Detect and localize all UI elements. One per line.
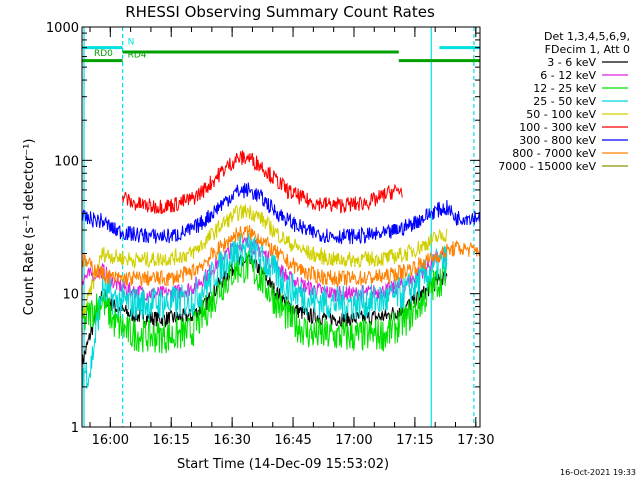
legend-entry-50-100-kev: 50 - 100 keV [526, 108, 596, 121]
y-tick-label: 10 [62, 288, 79, 303]
legend-entry-7000-15000-kev: 7000 - 15000 keV [498, 160, 596, 173]
axes-box [81, 26, 481, 428]
plot-frame [81, 26, 481, 428]
legend-entry-3-6-kev: 3 - 6 keV [547, 56, 596, 69]
series-line-50-100-kev [81, 204, 448, 321]
legend-entry-300-800-kev: 300 - 800 keV [519, 134, 596, 147]
legend-header: FDecim 1, Att 0 [545, 43, 630, 56]
legend-entry-6-12-kev: 6 - 12 keV [540, 69, 596, 82]
legend: Det 1,3,4,5,6,9,FDecim 1, Att 03 - 6 keV… [498, 30, 630, 173]
series-line-25-50-kev [81, 232, 448, 389]
chart-title: RHESSI Observing Summary Count Rates [125, 3, 435, 21]
x-axis-label: Start Time (14-Dec-09 15:53:02) [177, 457, 389, 472]
series-line-800-7000-kev [81, 224, 481, 288]
x-tick-label: 16:15 [152, 433, 189, 448]
x-tick-label: 16:00 [92, 433, 129, 448]
y-tick-label: 1 [71, 421, 79, 436]
footer-timestamp: 16-Oct-2021 19:33 [560, 468, 636, 477]
x-tick-label: 16:30 [213, 433, 250, 448]
state-bars: N RD0 RD4 [82, 38, 480, 63]
plot-area [82, 27, 480, 427]
y-tick-label: 100 [54, 154, 79, 169]
state-label-rd0: RD0 [94, 49, 113, 59]
y-axis-label: Count Rate (s⁻¹ detector⁻¹) [22, 139, 37, 316]
legend-entry-100-300-kev: 100 - 300 keV [519, 121, 596, 134]
x-tick-label: 17:30 [457, 433, 494, 448]
y-tick-label: 1000 [46, 21, 79, 36]
state-label-n: N [128, 38, 135, 48]
legend-entry-12-25-kev: 12 - 25 keV [533, 82, 596, 95]
series-line-100-300-kev [122, 150, 403, 215]
legend-entry-800-7000-kev: 800 - 7000 keV [512, 147, 596, 160]
x-axis: 16:00 16:15 16:30 16:45 17:00 17:15 17:30 [89, 27, 495, 448]
series-line-300-800-kev [81, 182, 481, 245]
x-tick-label: 17:15 [396, 433, 433, 448]
state-label-rd4: RD4 [128, 51, 147, 61]
legend-header: Det 1,3,4,5,6,9, [544, 30, 630, 43]
plot-background [82, 27, 480, 427]
legend-entry-25-50-kev: 25 - 50 keV [533, 95, 596, 108]
x-tick-label: 16:45 [274, 433, 311, 448]
x-tick-label: 17:00 [335, 433, 372, 448]
y-axis: 1 10 100 1000 [46, 21, 480, 436]
series-group [81, 150, 481, 389]
